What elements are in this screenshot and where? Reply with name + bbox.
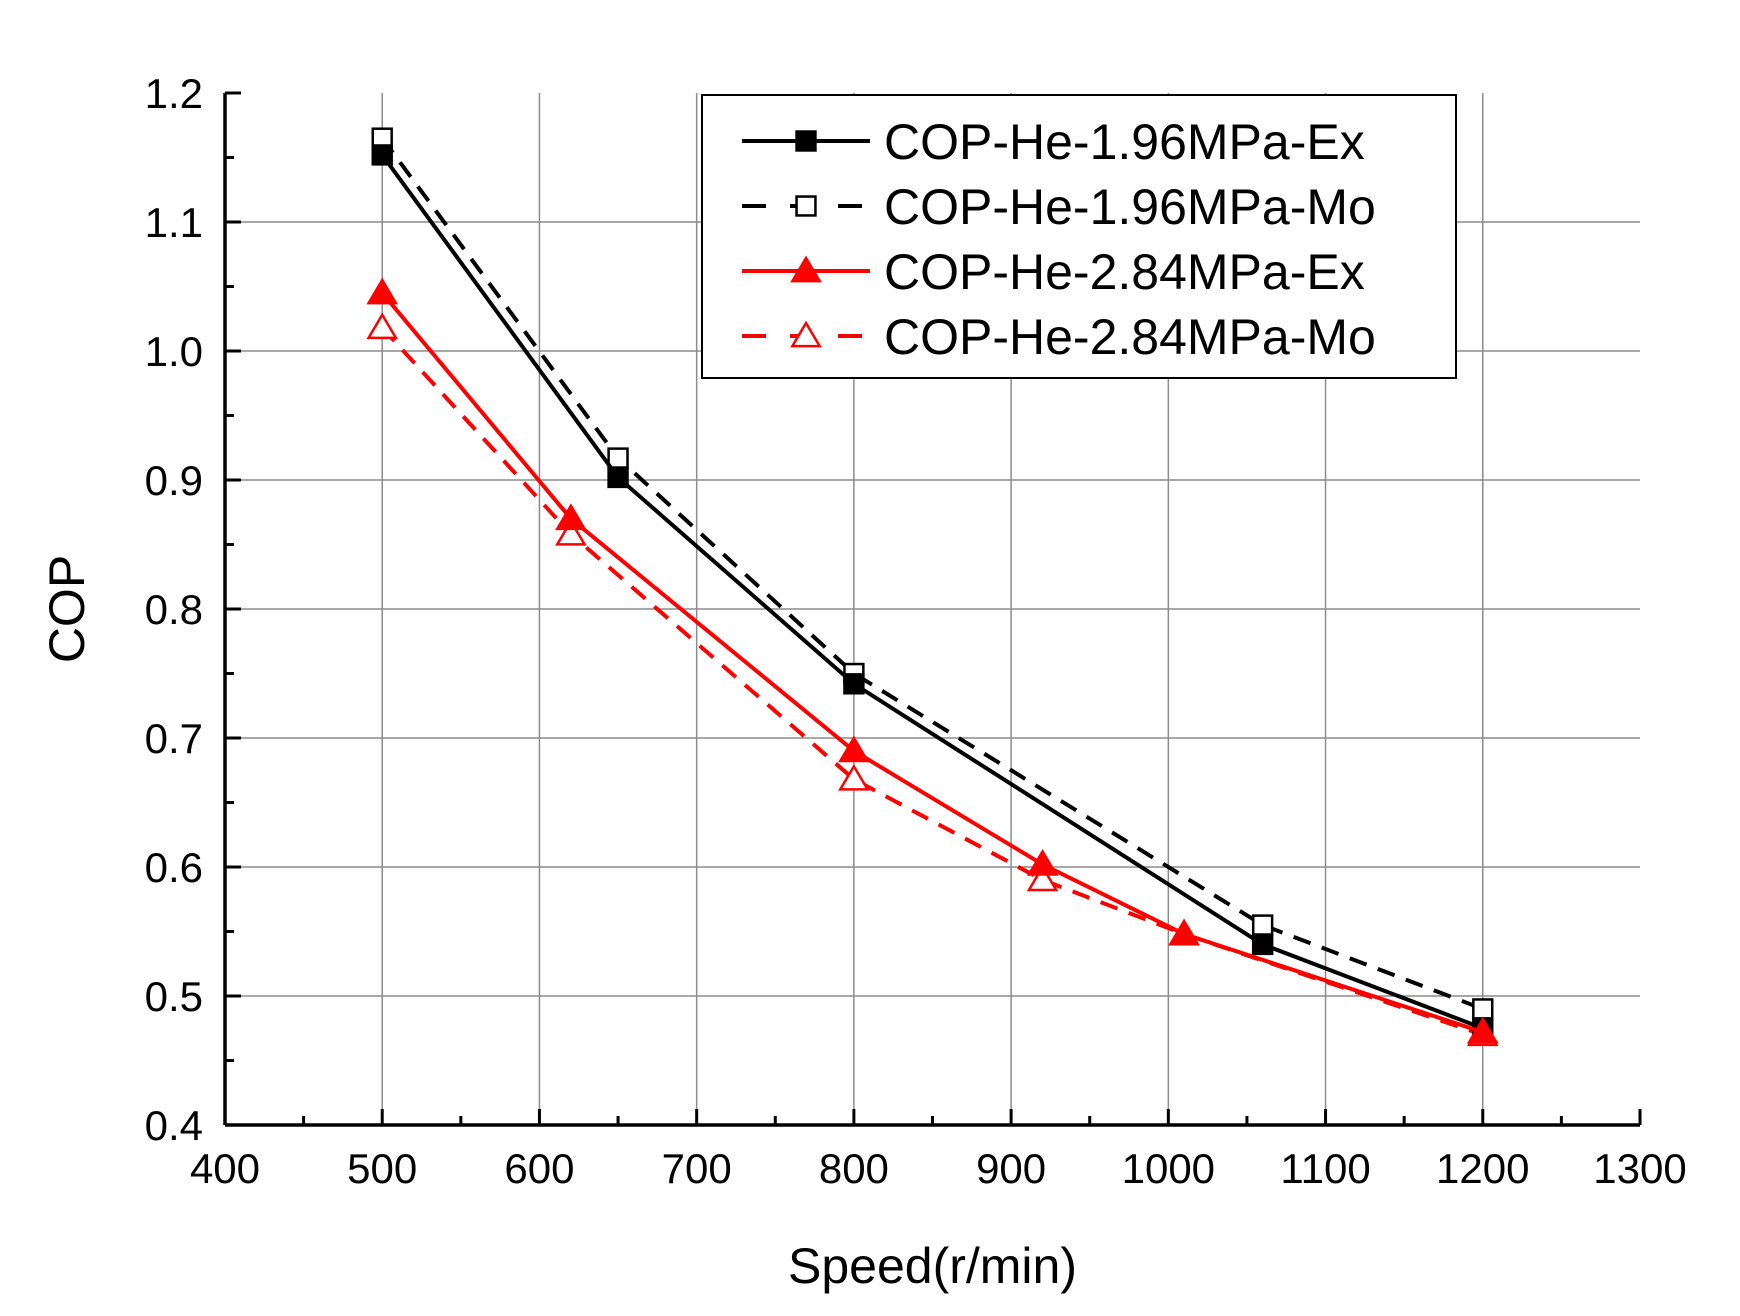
y-tick-label: 0.7 (145, 715, 203, 762)
x-tick-label: 1300 (1593, 1145, 1686, 1192)
series-COP-He-2.84MPa-Ex (366, 277, 1499, 1044)
x-tick-label: 1200 (1436, 1145, 1529, 1192)
series-layer (366, 127, 1499, 1047)
series-COP-He-1.96MPa-Ex (371, 144, 1494, 1039)
y-tick-label: 0.8 (145, 586, 203, 633)
x-tick-label: 500 (347, 1145, 417, 1192)
x-tick-label: 900 (976, 1145, 1046, 1192)
series-line (380, 326, 1484, 1037)
y-axis-title: COP (39, 555, 95, 663)
y-tick-label: 0.9 (145, 457, 203, 504)
legend-marker (795, 130, 817, 152)
series-COP-He-2.84MPa-Mo (366, 312, 1499, 1047)
legend-label: COP-He-2.84MPa-Ex (884, 244, 1365, 300)
x-tick-label: 800 (819, 1145, 889, 1192)
data-point (1026, 848, 1059, 876)
data-point (838, 763, 870, 791)
y-tick-label: 1.2 (145, 70, 203, 117)
data-point (555, 518, 587, 546)
y-tick-label: 1.1 (145, 199, 203, 246)
data-point (838, 735, 870, 763)
data-point (1026, 864, 1059, 892)
data-point (1466, 1016, 1499, 1044)
y-tick-label: 1.0 (145, 328, 203, 375)
legend-marker (790, 320, 822, 348)
legend-marker (795, 195, 817, 217)
x-tick-label: 1000 (1122, 1145, 1215, 1192)
x-tick-label: 700 (662, 1145, 732, 1192)
data-point (371, 144, 393, 166)
legend-marker (790, 255, 822, 283)
data-point (1472, 998, 1494, 1020)
legend-label: COP-He-1.96MPa-Ex (884, 114, 1365, 170)
data-point (843, 673, 865, 695)
x-tick-label: 600 (504, 1145, 574, 1192)
legend: COP-He-1.96MPa-Ex COP-He-1.96MPa-Mo COP-He… (701, 94, 1457, 379)
data-point (366, 312, 399, 340)
legend-label: COP-He-1.96MPa-Mo (884, 179, 1376, 235)
data-point (366, 277, 399, 305)
series-line (380, 291, 1484, 1035)
series-line (380, 136, 1484, 1011)
data-point (1251, 914, 1274, 936)
y-tick-label: 0.4 (145, 1102, 203, 1149)
y-tick-label: 0.5 (145, 973, 203, 1020)
axes: 400 500 600 700 800 900 1000 1100 1200 1300 0.4 0.5… (145, 70, 1687, 1192)
data-point (607, 447, 629, 469)
data-point (555, 503, 587, 531)
data-point (1168, 918, 1200, 946)
data-point (607, 466, 629, 489)
y-tick-label: 0.6 (145, 844, 203, 891)
x-axis-title: Speed(r/min) (788, 1238, 1077, 1294)
x-tick-label: 400 (190, 1145, 260, 1192)
legend-label: COP-He-2.84MPa-Mo (884, 309, 1376, 365)
data-point (1251, 933, 1274, 956)
x-tick-label: 1100 (1280, 1145, 1370, 1192)
